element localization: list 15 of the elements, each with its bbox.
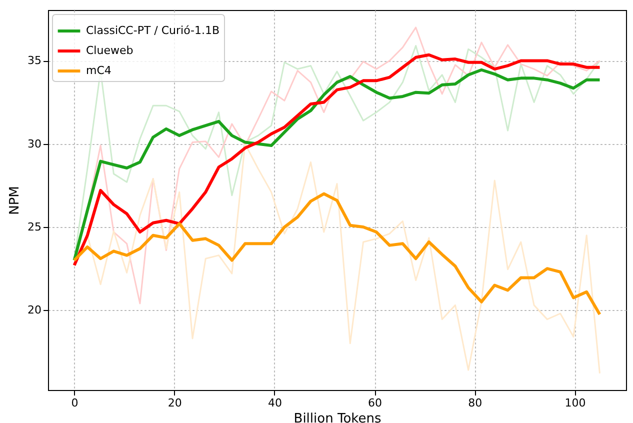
x-tick-label: 0 xyxy=(71,396,78,410)
y-tick-label: 30 xyxy=(28,137,42,150)
y-tick-label: 25 xyxy=(28,220,42,234)
x-tick-label: 100 xyxy=(564,396,586,410)
legend-label: mC4 xyxy=(86,64,112,77)
x-tick-label: 20 xyxy=(168,396,182,410)
legend-label: Clueweb xyxy=(86,44,134,57)
x-tick-label: 40 xyxy=(268,396,282,410)
x-tick-label: 80 xyxy=(468,396,482,410)
legend-label: ClassiCC-PT / Curió-1.1B xyxy=(86,24,220,37)
y-tick-label: 35 xyxy=(28,54,42,68)
y-tick-label: 20 xyxy=(28,304,42,317)
x-tick-label: 60 xyxy=(368,396,382,410)
y-axis-title: NPM xyxy=(8,186,23,215)
x-axis-title: Billion Tokens xyxy=(294,412,382,423)
